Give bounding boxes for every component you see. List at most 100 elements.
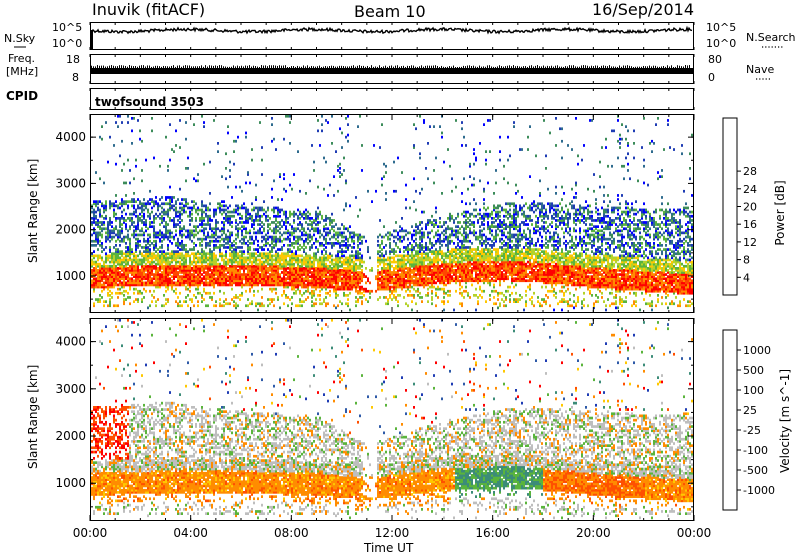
freq-jitter [301,67,302,68]
freq-jitter [621,67,622,68]
freq-jitter [157,66,158,68]
freq-jitter [231,67,232,68]
freq-jitter [423,67,424,68]
freq-jitter [305,66,306,68]
freq-jitter [471,66,472,68]
freq-jitter [137,67,138,68]
freq-jitter [639,67,640,68]
freq-jitter [265,65,266,68]
freq-jitter [685,65,686,68]
freq-jitter [483,66,484,68]
freq-jitter [489,65,490,68]
freq-jitter [321,67,322,68]
freq-jitter [95,66,96,68]
freq-jitter [275,66,276,68]
freq-jitter [257,67,258,68]
freq-jitter [195,66,196,68]
freq-jitter [449,66,450,68]
freq-jitter [251,67,252,68]
freq-jitter [613,66,614,68]
freq-jitter [349,66,350,68]
freq-jitter [205,65,206,68]
freq-jitter [667,65,668,68]
freq-jitter [269,65,270,68]
freq-jitter [409,66,410,68]
freq-jitter [467,66,468,68]
freq-jitter [581,65,582,68]
freq-jitter [347,66,348,68]
freq-jitter [317,66,318,68]
freq-jitter [307,65,308,68]
freq-jitter [441,66,442,68]
freq-jitter [399,67,400,68]
freq-jitter [375,66,376,68]
freq-jitter [535,66,536,68]
freq-jitter [291,66,292,68]
freq-jitter [327,66,328,68]
freq-jitter [191,66,192,68]
freq-jitter [277,66,278,68]
freq-jitter [151,67,152,68]
freq-jitter [445,67,446,68]
freq-jitter [365,67,366,68]
freq-jitter [289,67,290,68]
freq-jitter [207,67,208,68]
freq-jitter [309,67,310,68]
freq-jitter [601,66,602,68]
freq-jitter [177,66,178,68]
freq-jitter [659,67,660,68]
freq-jitter [611,66,612,68]
freq-jitter [413,66,414,68]
freq-jitter [567,66,568,68]
freq-jitter [401,66,402,68]
freq-jitter [481,67,482,68]
freq-jitter [101,66,102,68]
freq-jitter [271,65,272,68]
freq-jitter [415,67,416,68]
freq-jitter [425,66,426,68]
freq-jitter [493,67,494,68]
freq-jitter [235,66,236,68]
freq-jitter [147,65,148,68]
freq-jitter [281,66,282,68]
freq-jitter [587,66,588,68]
freq-jitter [355,67,356,68]
freq-jitter [615,67,616,68]
freq-jitter [447,67,448,68]
freq-jitter [637,67,638,68]
freq-jitter [361,66,362,68]
freq-jitter [331,66,332,68]
freq-trace-group [91,65,693,74]
freq-jitter [575,66,576,68]
freq-jitter [109,66,110,68]
freq-jitter [363,66,364,68]
freq-jitter [573,65,574,68]
freq-jitter [139,66,140,68]
freq-jitter [473,66,474,68]
freq-jitter [105,67,106,68]
freq-jitter [143,65,144,68]
freq-jitter [623,65,624,68]
freq-jitter [267,66,268,68]
freq-jitter [559,67,560,68]
freq-jitter [673,67,674,68]
freq-jitter [115,66,116,68]
freq-jitter [113,66,114,68]
freq-jitter [571,65,572,68]
freq-jitter [279,65,280,68]
freq-jitter [225,67,226,68]
freq-jitter [527,67,528,68]
freq-jitter [141,65,142,68]
freq-jitter [263,66,264,68]
freq-jitter [541,66,542,68]
freq-jitter [97,65,98,68]
freq-jitter [553,67,554,68]
freq-jitter [215,65,216,68]
freq-jitter [495,67,496,68]
freq-jitter [297,66,298,68]
freq-jitter [479,66,480,68]
freq-jitter [91,66,92,68]
freq-jitter [119,65,120,68]
freq-jitter [243,66,244,68]
freq-jitter [107,66,108,68]
